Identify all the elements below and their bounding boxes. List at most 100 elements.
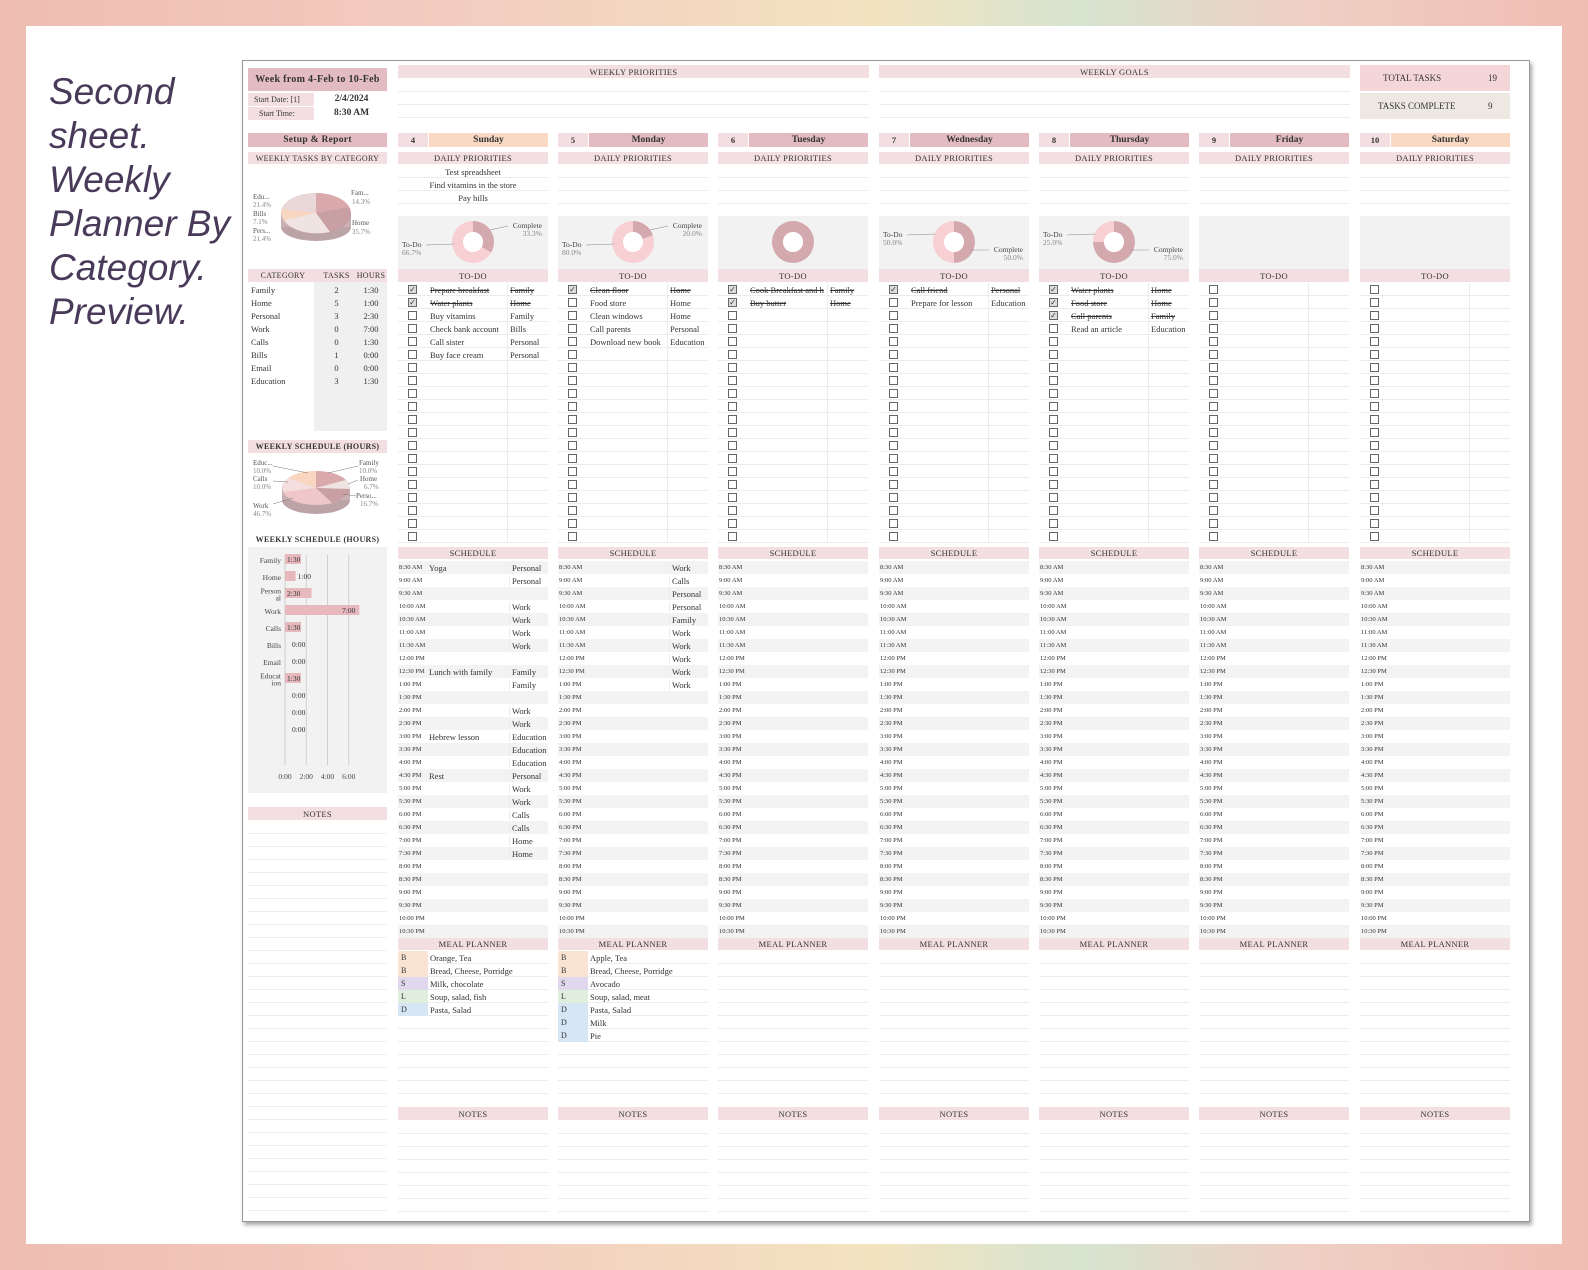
schedule-event[interactable]: Lunch with family — [429, 666, 493, 677]
todo-checkbox[interactable] — [568, 324, 577, 333]
todo-checkbox[interactable] — [728, 402, 737, 411]
todo-checkbox[interactable] — [408, 337, 417, 346]
todo-checkbox[interactable] — [1049, 389, 1058, 398]
todo-checkbox[interactable] — [728, 376, 737, 385]
todo-checkbox[interactable] — [408, 311, 417, 320]
todo-checkbox[interactable] — [728, 389, 737, 398]
todo-checkbox[interactable] — [728, 493, 737, 502]
todo-checkbox[interactable] — [1209, 428, 1218, 437]
todo-checkbox[interactable] — [1209, 402, 1218, 411]
meal-row[interactable]: B Apple, Tea — [558, 951, 708, 964]
todo-checkbox[interactable] — [1370, 480, 1379, 489]
todo-checkbox[interactable] — [1049, 441, 1058, 450]
todo-checkbox[interactable] — [568, 480, 577, 489]
todo-text[interactable]: Call sister — [430, 336, 465, 347]
todo-checkbox[interactable] — [568, 415, 577, 424]
todo-checkbox[interactable] — [1370, 454, 1379, 463]
todo-checkbox[interactable] — [1370, 415, 1379, 424]
schedule-category[interactable]: Home — [509, 835, 548, 846]
todo-checkbox[interactable] — [1370, 376, 1379, 385]
todo-checkbox[interactable] — [1370, 285, 1379, 294]
meal-planner-lines[interactable] — [718, 951, 868, 1095]
todo-checkbox[interactable] — [889, 298, 898, 307]
todo-checkbox[interactable] — [568, 467, 577, 476]
daily-priorities-lines[interactable] — [1360, 165, 1510, 205]
todo-checkbox[interactable] — [1370, 337, 1379, 346]
todo-checkbox[interactable] — [1370, 493, 1379, 502]
todo-checkbox[interactable] — [568, 363, 577, 372]
todo-checkbox[interactable] — [1049, 415, 1058, 424]
todo-text[interactable]: Call friend — [911, 284, 948, 295]
todo-checkbox[interactable] — [1209, 285, 1218, 294]
todo-checkbox[interactable] — [408, 402, 417, 411]
todo-checkbox[interactable] — [889, 428, 898, 437]
todo-checkbox[interactable] — [728, 350, 737, 359]
schedule-category[interactable]: Work — [669, 653, 708, 664]
schedule-category[interactable]: Education — [509, 757, 548, 768]
todo-checkbox[interactable] — [1370, 532, 1379, 541]
schedule-category[interactable]: Personal — [669, 588, 708, 599]
weekly-priorities-lines[interactable] — [398, 79, 869, 119]
todo-checkbox[interactable] — [1209, 493, 1218, 502]
todo-checkbox[interactable] — [408, 363, 417, 372]
day-notes-lines[interactable] — [1039, 1121, 1189, 1221]
todo-checkbox[interactable] — [568, 298, 577, 307]
meal-row[interactable]: D Pie — [558, 1029, 708, 1042]
todo-category[interactable]: Home — [1151, 284, 1172, 295]
todo-category[interactable]: Education — [1151, 323, 1186, 334]
todo-checkbox[interactable] — [889, 311, 898, 320]
schedule-category[interactable]: Work — [509, 640, 548, 651]
todo-text[interactable]: Water plants — [1071, 284, 1114, 295]
daily-priorities-lines[interactable] — [1039, 165, 1189, 205]
todo-category[interactable]: Personal — [510, 349, 540, 360]
schedule-category[interactable]: Education — [509, 744, 548, 755]
todo-checkbox[interactable] — [889, 376, 898, 385]
schedule-category[interactable]: Work — [509, 718, 548, 729]
todo-category[interactable]: Family — [830, 284, 855, 295]
todo-category[interactable]: Personal — [670, 323, 700, 334]
todo-checkbox[interactable] — [728, 415, 737, 424]
todo-checkbox[interactable]: ✓ — [408, 298, 417, 307]
todo-category[interactable]: Education — [670, 336, 705, 347]
todo-checkbox[interactable] — [1049, 480, 1058, 489]
todo-checkbox[interactable]: ✓ — [889, 285, 898, 294]
todo-checkbox[interactable] — [408, 519, 417, 528]
schedule-category[interactable]: Work — [669, 640, 708, 651]
todo-checkbox[interactable] — [1049, 324, 1058, 333]
todo-checkbox[interactable] — [889, 532, 898, 541]
sidebar-notes-lines[interactable] — [248, 821, 387, 1211]
todo-checkbox[interactable] — [889, 506, 898, 515]
day-notes-lines[interactable] — [879, 1121, 1029, 1221]
todo-checkbox[interactable] — [889, 363, 898, 372]
todo-checkbox[interactable] — [1049, 506, 1058, 515]
schedule-event[interactable]: Rest — [429, 770, 445, 781]
todo-checkbox[interactable] — [408, 428, 417, 437]
todo-text[interactable]: Buy butter — [750, 297, 787, 308]
todo-checkbox[interactable] — [728, 467, 737, 476]
schedule-category[interactable]: Home — [509, 848, 548, 859]
schedule-category[interactable]: Work — [509, 627, 548, 638]
todo-checkbox[interactable]: ✓ — [1049, 311, 1058, 320]
todo-checkbox[interactable] — [568, 350, 577, 359]
todo-checkbox[interactable] — [1049, 363, 1058, 372]
todo-checkbox[interactable] — [889, 480, 898, 489]
meal-planner-lines[interactable] — [1360, 951, 1510, 1095]
todo-checkbox[interactable]: ✓ — [1049, 285, 1058, 294]
todo-checkbox[interactable] — [728, 441, 737, 450]
todo-checkbox[interactable] — [1049, 532, 1058, 541]
schedule-category[interactable]: Calls — [509, 822, 548, 833]
todo-text[interactable]: Buy vitamins — [430, 310, 476, 321]
todo-checkbox[interactable] — [1209, 350, 1218, 359]
todo-checkbox[interactable] — [728, 363, 737, 372]
priority-item[interactable]: Test spreadsheet — [445, 166, 501, 177]
todo-category[interactable]: Personal — [510, 336, 540, 347]
todo-checkbox[interactable] — [1209, 389, 1218, 398]
todo-checkbox[interactable] — [1370, 467, 1379, 476]
todo-checkbox[interactable] — [1209, 337, 1218, 346]
todo-checkbox[interactable] — [568, 311, 577, 320]
day-notes-lines[interactable] — [398, 1121, 548, 1221]
todo-checkbox[interactable] — [728, 428, 737, 437]
todo-checkbox[interactable] — [408, 467, 417, 476]
todo-checkbox[interactable] — [1370, 428, 1379, 437]
todo-checkbox[interactable] — [1209, 441, 1218, 450]
